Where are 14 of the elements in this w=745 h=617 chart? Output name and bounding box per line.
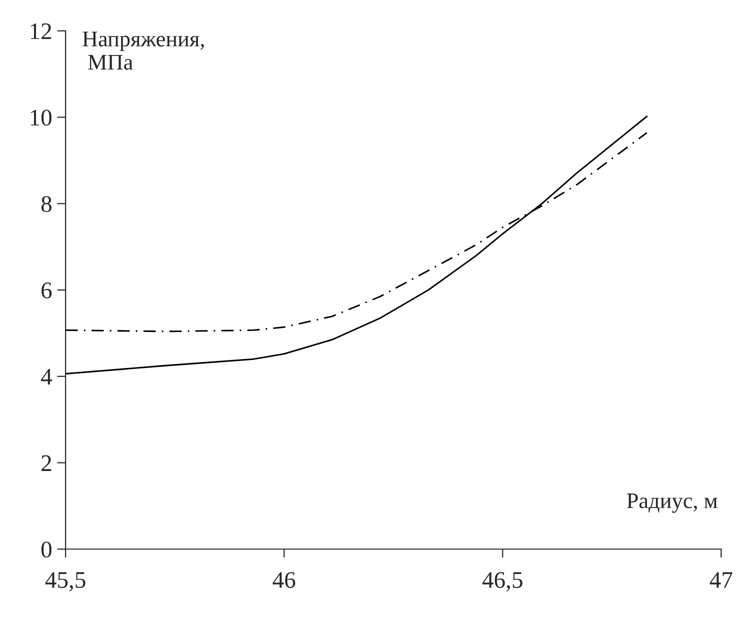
x-tick-label: 47	[710, 572, 732, 588]
y-tick-label: 6	[42, 282, 52, 298]
x-tick-label: 46	[272, 572, 296, 588]
y-tick-label: 2	[42, 455, 52, 471]
y-axis-title: Напряжения, МПа	[82, 32, 204, 70]
y-tick-label: 0	[41, 542, 52, 558]
y-tick-label: 10	[30, 110, 52, 126]
x-tick-label: 46,5	[482, 572, 522, 592]
line-series	[66, 116, 648, 375]
y-tick-label: 12	[30, 23, 52, 40]
x-axis-title: Радиус, м	[626, 494, 718, 513]
x-tick-label: 45,5	[45, 572, 86, 592]
y-tick-label: 8	[41, 196, 52, 212]
y-tick-label: 4	[41, 369, 52, 385]
